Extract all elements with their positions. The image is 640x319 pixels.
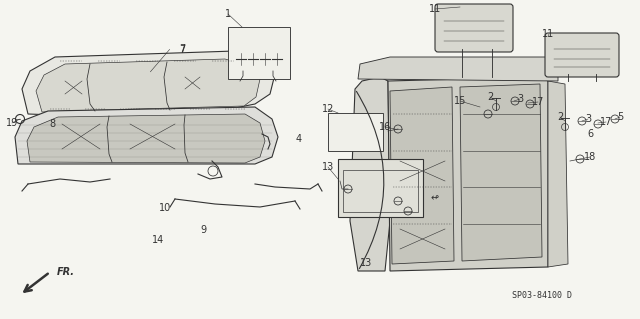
Text: 1: 1: [225, 9, 231, 19]
Text: 16: 16: [379, 122, 391, 132]
Polygon shape: [22, 51, 275, 115]
Polygon shape: [36, 59, 260, 112]
Polygon shape: [350, 77, 390, 271]
Polygon shape: [358, 57, 558, 81]
Text: 10: 10: [159, 203, 171, 213]
Text: 4: 4: [296, 134, 302, 144]
Text: $\looparrowleft$: $\looparrowleft$: [429, 193, 441, 203]
Polygon shape: [460, 84, 542, 261]
Polygon shape: [27, 114, 265, 163]
Text: 5: 5: [617, 112, 623, 122]
Text: 7: 7: [179, 45, 185, 55]
Text: 11: 11: [542, 29, 554, 39]
FancyBboxPatch shape: [435, 4, 513, 52]
Text: 9: 9: [200, 225, 206, 235]
Bar: [343, 170, 418, 212]
Text: 2: 2: [487, 92, 493, 102]
Text: 14: 14: [152, 235, 164, 245]
Text: 17: 17: [600, 117, 612, 127]
Bar: [338, 159, 423, 217]
FancyBboxPatch shape: [545, 33, 619, 77]
Polygon shape: [390, 87, 454, 264]
Bar: [228, 27, 290, 79]
Text: 7: 7: [179, 44, 186, 55]
Polygon shape: [15, 107, 278, 164]
Text: 18: 18: [584, 152, 596, 162]
Text: 6: 6: [587, 129, 593, 139]
Bar: [328, 113, 383, 151]
Text: SP03-84100 D: SP03-84100 D: [512, 291, 572, 300]
Text: 3: 3: [585, 114, 591, 124]
Polygon shape: [548, 81, 568, 267]
Text: 2: 2: [557, 112, 563, 122]
Text: 13: 13: [360, 258, 372, 268]
Text: 12: 12: [322, 104, 334, 114]
Polygon shape: [388, 77, 548, 271]
Text: 8: 8: [49, 119, 55, 129]
Text: 3: 3: [517, 94, 523, 104]
Text: FR.: FR.: [57, 267, 75, 277]
Text: 17: 17: [532, 97, 544, 107]
Text: 11: 11: [429, 4, 441, 14]
Text: 15: 15: [454, 96, 466, 106]
Text: 19: 19: [6, 118, 18, 128]
Text: 13: 13: [322, 162, 334, 172]
